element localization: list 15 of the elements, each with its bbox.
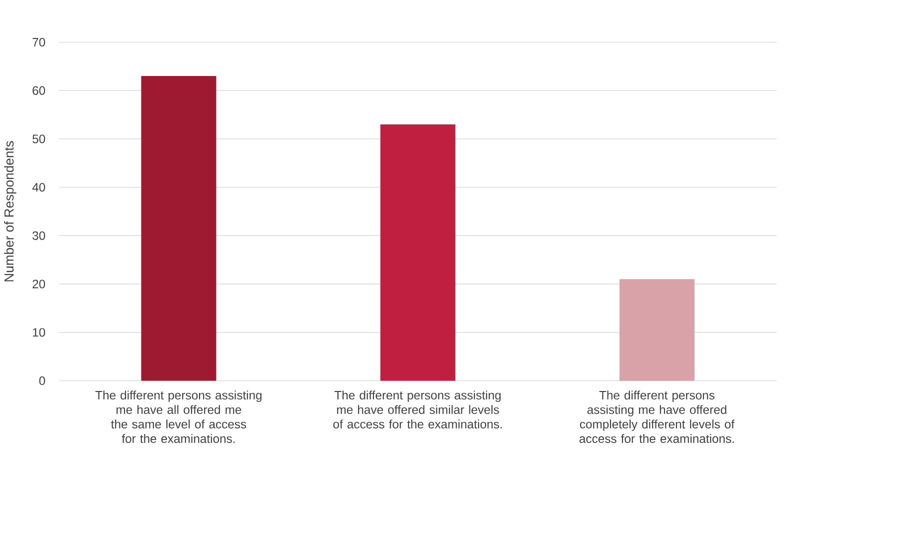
x-tick-label: The different persons assisting me have offered similar levels of access for the examinations.	[333, 390, 502, 428]
y-tick-label: 70	[32, 38, 46, 46]
bar	[619, 279, 694, 381]
y-tick-label: 50	[32, 134, 46, 144]
y-tick-label: 40	[32, 182, 46, 192]
y-tick-label: 60	[32, 86, 46, 95]
y-tick-label: 20	[32, 280, 46, 288]
y-tick-label: 30	[32, 231, 46, 240]
x-tick-label: The different persons assisting me have offered completely different levels of access for the examinations.	[580, 390, 734, 443]
y-axis-title: Number of Respondents	[4, 141, 16, 282]
y-tick-label: 10	[32, 328, 46, 337]
y-tick-label: 0	[39, 376, 46, 385]
bar	[141, 76, 216, 381]
x-tick-label: The different persons assisting me have all offered me the same level of access for the examinations.	[95, 390, 262, 443]
bar	[380, 124, 456, 381]
